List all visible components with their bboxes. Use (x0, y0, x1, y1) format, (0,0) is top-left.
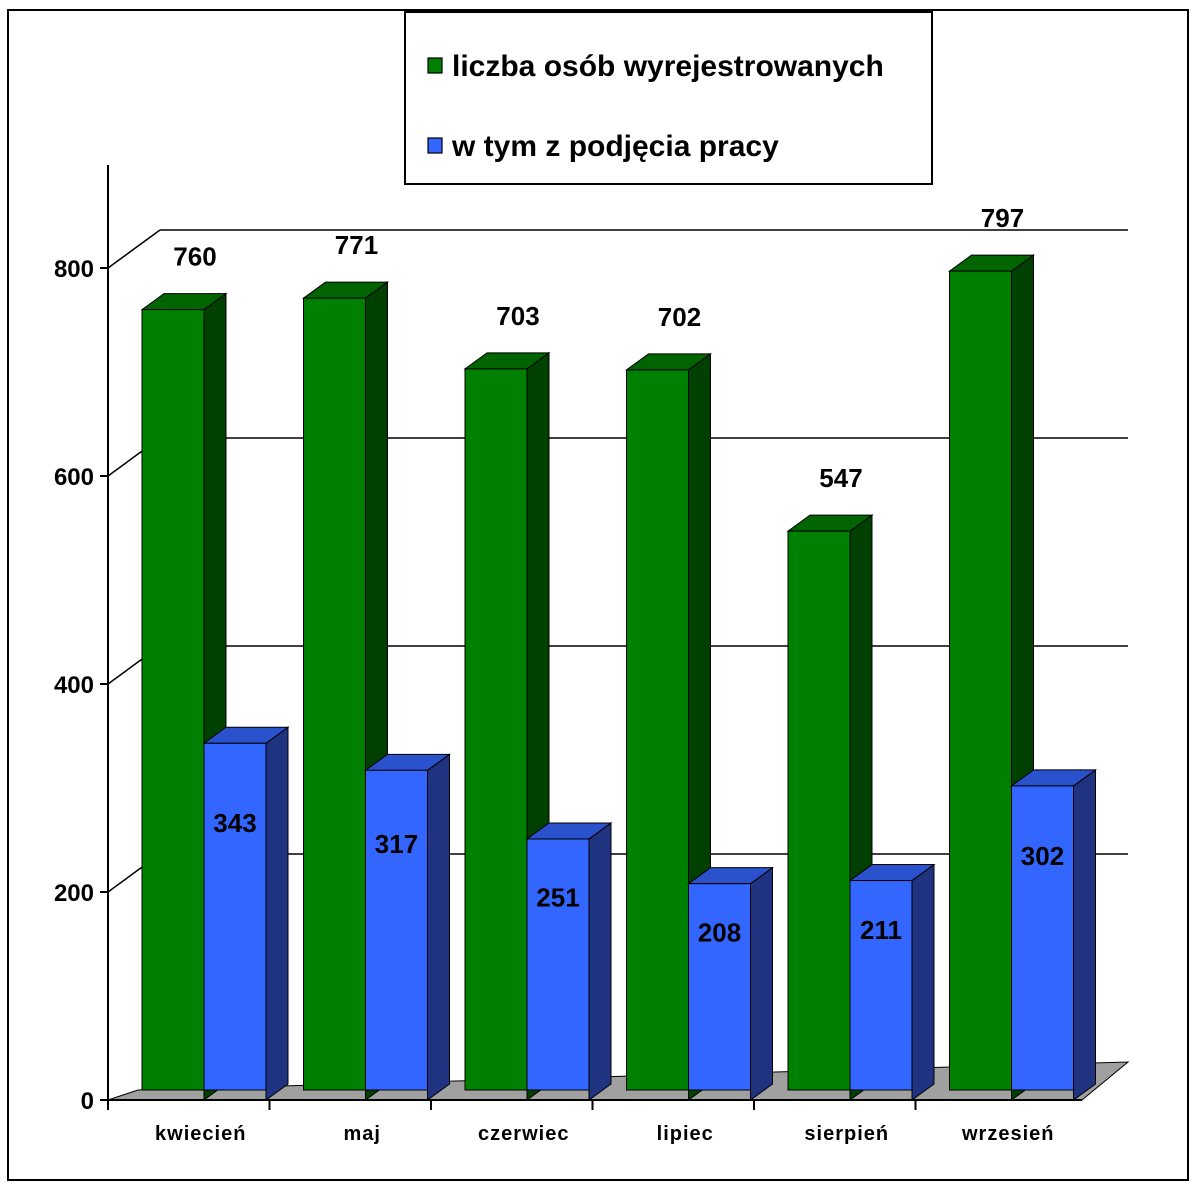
legend-label-series-2: w tym z podjęcia pracy (451, 130, 779, 163)
y-tick-label: 800 (54, 256, 94, 283)
bar-series-2 (1009, 768, 1098, 1101)
bar-series-2 (848, 863, 936, 1101)
bars (140, 254, 1098, 1101)
bar-series-1 (140, 292, 228, 1101)
y-tick-label: 600 (54, 464, 94, 491)
x-tick-label: sierpień (804, 1123, 889, 1145)
x-tick-label: maj (344, 1123, 381, 1145)
data-label-series-2: 211 (860, 915, 902, 945)
data-label-series-2: 343 (213, 808, 256, 838)
bar-series-2 (202, 726, 290, 1101)
bar-series-2 (363, 753, 452, 1101)
data-label-series-2: 208 (698, 917, 741, 947)
x-tick-label: wrzesień (961, 1123, 1054, 1145)
y-tick-label: 400 (54, 672, 94, 699)
data-label-series-1: 547 (819, 463, 862, 493)
bar-series-1 (463, 351, 551, 1101)
data-label-series-1: 703 (496, 301, 539, 331)
y-tick-label: 200 (54, 880, 94, 907)
legend-box (404, 11, 933, 185)
bar-series-2 (525, 821, 613, 1101)
data-label-series-2: 302 (1021, 841, 1064, 871)
legend: liczba osób wyrejestrowanych w tym z pod… (404, 11, 933, 185)
x-tick-label: lipiec (657, 1123, 714, 1145)
bar-series-2 (686, 866, 775, 1101)
y-tick-label: 0 (81, 1088, 94, 1115)
x-tick-label: czerwiec (478, 1123, 569, 1145)
data-label-series-2: 317 (375, 829, 418, 859)
x-tick-label: kwiecień (155, 1123, 246, 1145)
data-label-series-1: 760 (173, 242, 216, 272)
gridline (107, 229, 1128, 269)
legend-swatch-series-2 (427, 137, 443, 154)
data-label-series-1: 771 (335, 230, 378, 260)
legend-label-series-1: liczba osób wyrejestrowanych (452, 50, 884, 83)
data-label-series-1: 702 (658, 302, 701, 332)
data-labels: 760 343 771 317 703 251 702 208 547 211 797 302 (173, 203, 1064, 947)
data-label-series-2: 251 (536, 882, 579, 912)
legend-swatch-series-1 (427, 57, 443, 74)
data-label-series-1: 797 (981, 203, 1024, 233)
